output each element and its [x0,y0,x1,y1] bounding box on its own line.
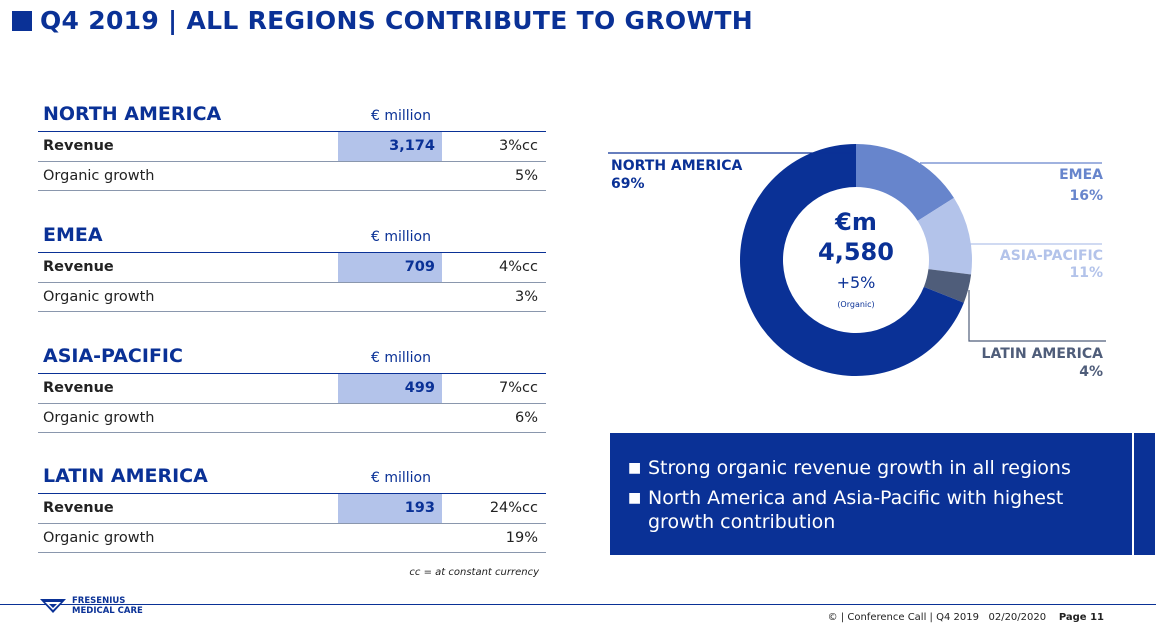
slice-pct-emea: 16% [1069,188,1103,204]
slide-title-block: Q4 2019 | ALL REGIONS CONTRIBUTE TO GROW… [12,6,753,35]
organic-growth-row: Organic growth 5% [38,161,546,191]
region-table-latin-america: LATIN AMERICA € million Revenue 193 24%c… [38,465,546,553]
logo-line-1: FRESENIUS [72,596,126,606]
revenue-row: Revenue 193 24%cc [38,493,546,523]
revenue-highlight [338,374,442,403]
organic-growth-label: Organic growth [43,530,155,546]
slice-label-emea: EMEA [1059,167,1103,183]
bullet-square-icon: ■ [628,460,642,476]
revenue-highlight [338,132,442,161]
slide-title: Q4 2019 | ALL REGIONS CONTRIBUTE TO GROW… [40,6,753,35]
organic-growth-label: Organic growth [43,289,155,305]
region-name: LATIN AMERICA [43,465,208,487]
footer-rule [0,604,1156,605]
slice-label-latin-america: LATIN AMERICA [981,346,1103,362]
donut-center-total: 4,580 [818,238,894,266]
page-number: Page 11 [1058,612,1104,623]
revenue-row: Revenue 709 4%cc [38,252,546,282]
donut-slice-asia-pacific [917,197,972,275]
revenue-row: Revenue 499 7%cc [38,373,546,403]
slice-pct-asia-pacific: 11% [1069,265,1103,281]
organic-growth-value: 5% [514,168,538,184]
organic-growth-value: 6% [514,410,538,426]
logo-line-2: MEDICAL CARE [72,606,143,616]
callout-divider [1132,433,1134,555]
region-name: NORTH AMERICA [43,103,222,125]
key-messages-box: ■ Strong organic revenue growth in all r… [610,433,1155,555]
slice-pct-north-america: 69% [611,176,645,192]
footer-meta-text: © | Conference Call | Q4 2019 02/20/2020 [827,612,1047,623]
revenue-value: 193 [404,500,435,516]
region-table-emea: EMEA € million Revenue 709 4%cc Organic … [38,224,546,312]
organic-growth-label: Organic growth [43,410,155,426]
revenue-growth: 7%cc [499,380,538,396]
company-logo: FRESENIUS MEDICAL CARE [40,596,143,616]
bullet-text: Strong organic revenue growth in all reg… [648,457,1071,479]
donut-center-unit: €m [835,208,877,236]
region-name: ASIA-PACIFIC [43,345,183,367]
revenue-value: 3,174 [389,138,435,154]
revenue-growth: 24%cc [489,500,538,516]
slice-label-north-america: NORTH AMERICA [611,158,743,174]
revenue-growth: 3%cc [499,138,538,154]
revenue-value: 709 [404,259,435,275]
organic-growth-row: Organic growth 6% [38,403,546,433]
footer-meta: © | Conference Call | Q4 2019 02/20/2020… [828,612,1104,623]
organic-growth-row: Organic growth 19% [38,523,546,553]
region-unit: € million [371,470,431,486]
bullet-text: North America and Asia-Pacific with high… [648,487,1064,533]
organic-growth-label: Organic growth [43,168,155,184]
organic-growth-value: 19% [505,530,538,546]
organic-growth-value: 3% [514,289,538,305]
bullet-item: ■ North America and Asia-Pacific with hi… [628,486,1118,534]
fresenius-logo-icon [40,599,66,613]
revenue-value: 499 [404,380,435,396]
bullet-square-icon: ■ [628,490,642,506]
revenue-highlight [338,494,442,523]
revenue-label: Revenue [43,500,114,516]
revenue-row: Revenue 3,174 3%cc [38,131,546,161]
slice-pct-latin-america: 4% [1079,364,1103,380]
footnote: cc = at constant currency [409,567,539,578]
donut-slice-emea [856,144,954,221]
revenue-growth: 4%cc [499,259,538,275]
region-name: EMEA [43,224,103,246]
donut-slice-latin-america [923,269,972,303]
leader-line-latin-america [968,290,1106,342]
title-square-icon [12,10,32,31]
revenue-label: Revenue [43,138,114,154]
revenue-highlight [338,253,442,282]
revenue-label: Revenue [43,380,114,396]
region-unit: € million [371,350,431,366]
region-table-north-america: NORTH AMERICA € million Revenue 3,174 3%… [38,103,546,191]
donut-slice-north-america [740,144,964,376]
bullet-item: ■ Strong organic revenue growth in all r… [628,456,1118,480]
donut-center-note: (Organic) [837,300,875,309]
slice-label-asia-pacific: ASIA-PACIFIC [999,248,1103,264]
logo-wordmark: FRESENIUS MEDICAL CARE [72,596,143,616]
region-unit: € million [371,108,431,124]
organic-growth-row: Organic growth 3% [38,282,546,312]
region-unit: € million [371,229,431,245]
donut-center-growth: +5% [836,273,876,292]
revenue-label: Revenue [43,259,114,275]
region-table-asia-pacific: ASIA-PACIFIC € million Revenue 499 7%cc … [38,345,546,433]
